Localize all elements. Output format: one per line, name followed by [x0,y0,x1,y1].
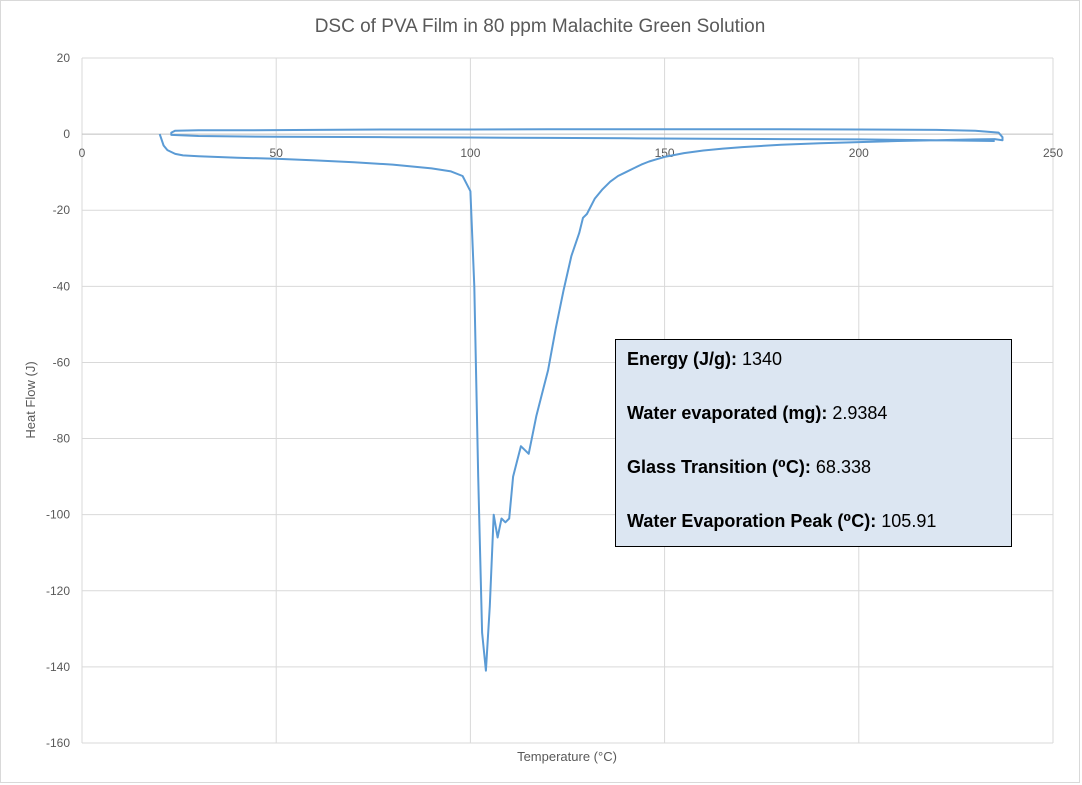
tick-labels: 0 50 100 150 200 250200-20-40-60-80-100-120-1… [46,51,1063,750]
x-axis-title: Temperature (°C) [517,749,617,764]
info-water-evaporated-value: 2.9384 [827,403,888,423]
info-glass-transition: Glass Transition (⁰C): 68.338 [627,456,1001,478]
y-tick-label: 0 [63,127,70,141]
y-tick-label: -160 [46,736,70,750]
y-tick-label: 20 [57,51,71,65]
info-glass-transition-label: Glass Transition (⁰C): [627,457,811,477]
gridlines [81,57,1054,744]
y-axis-title: Heat Flow (J) [23,361,38,438]
y-tick-label: -40 [53,279,71,293]
info-water-evaporated-label: Water evaporated (mg): [627,403,828,423]
y-tick-label: -140 [46,660,70,674]
y-tick-label: -100 [46,508,70,522]
y-tick-label: -60 [53,355,71,369]
x-tick-label: 250 [1043,146,1063,160]
info-water-evaporated: Water evaporated (mg): 2.9384 [627,402,1001,424]
x-tick-label: 0 [79,146,86,160]
x-tick-label: 50 [270,146,284,160]
info-evaporation-peak: Water Evaporation Peak (⁰C): 105.91 [627,510,1001,532]
info-evaporation-peak-value: 105.91 [876,511,937,531]
x-tick-label: 200 [849,146,869,160]
y-tick-label: -80 [53,432,71,446]
info-box: Energy (J/g): 1340 Water evaporated (mg)… [615,339,1012,547]
info-energy-label: Energy (J/g): [627,349,738,369]
x-tick-label: 100 [460,146,480,160]
y-tick-label: -20 [53,203,71,217]
info-glass-transition-value: 68.338 [810,457,871,477]
y-tick-label: -120 [46,584,70,598]
info-energy: Energy (J/g): 1340 [627,348,1001,370]
info-energy-value: 1340 [737,349,783,369]
series-line-heat-flow [158,128,1004,672]
chart-title: DSC of PVA Film in 80 ppm Malachite Gree… [315,16,766,37]
info-evaporation-peak-label: Water Evaporation Peak (⁰C): [627,511,877,531]
